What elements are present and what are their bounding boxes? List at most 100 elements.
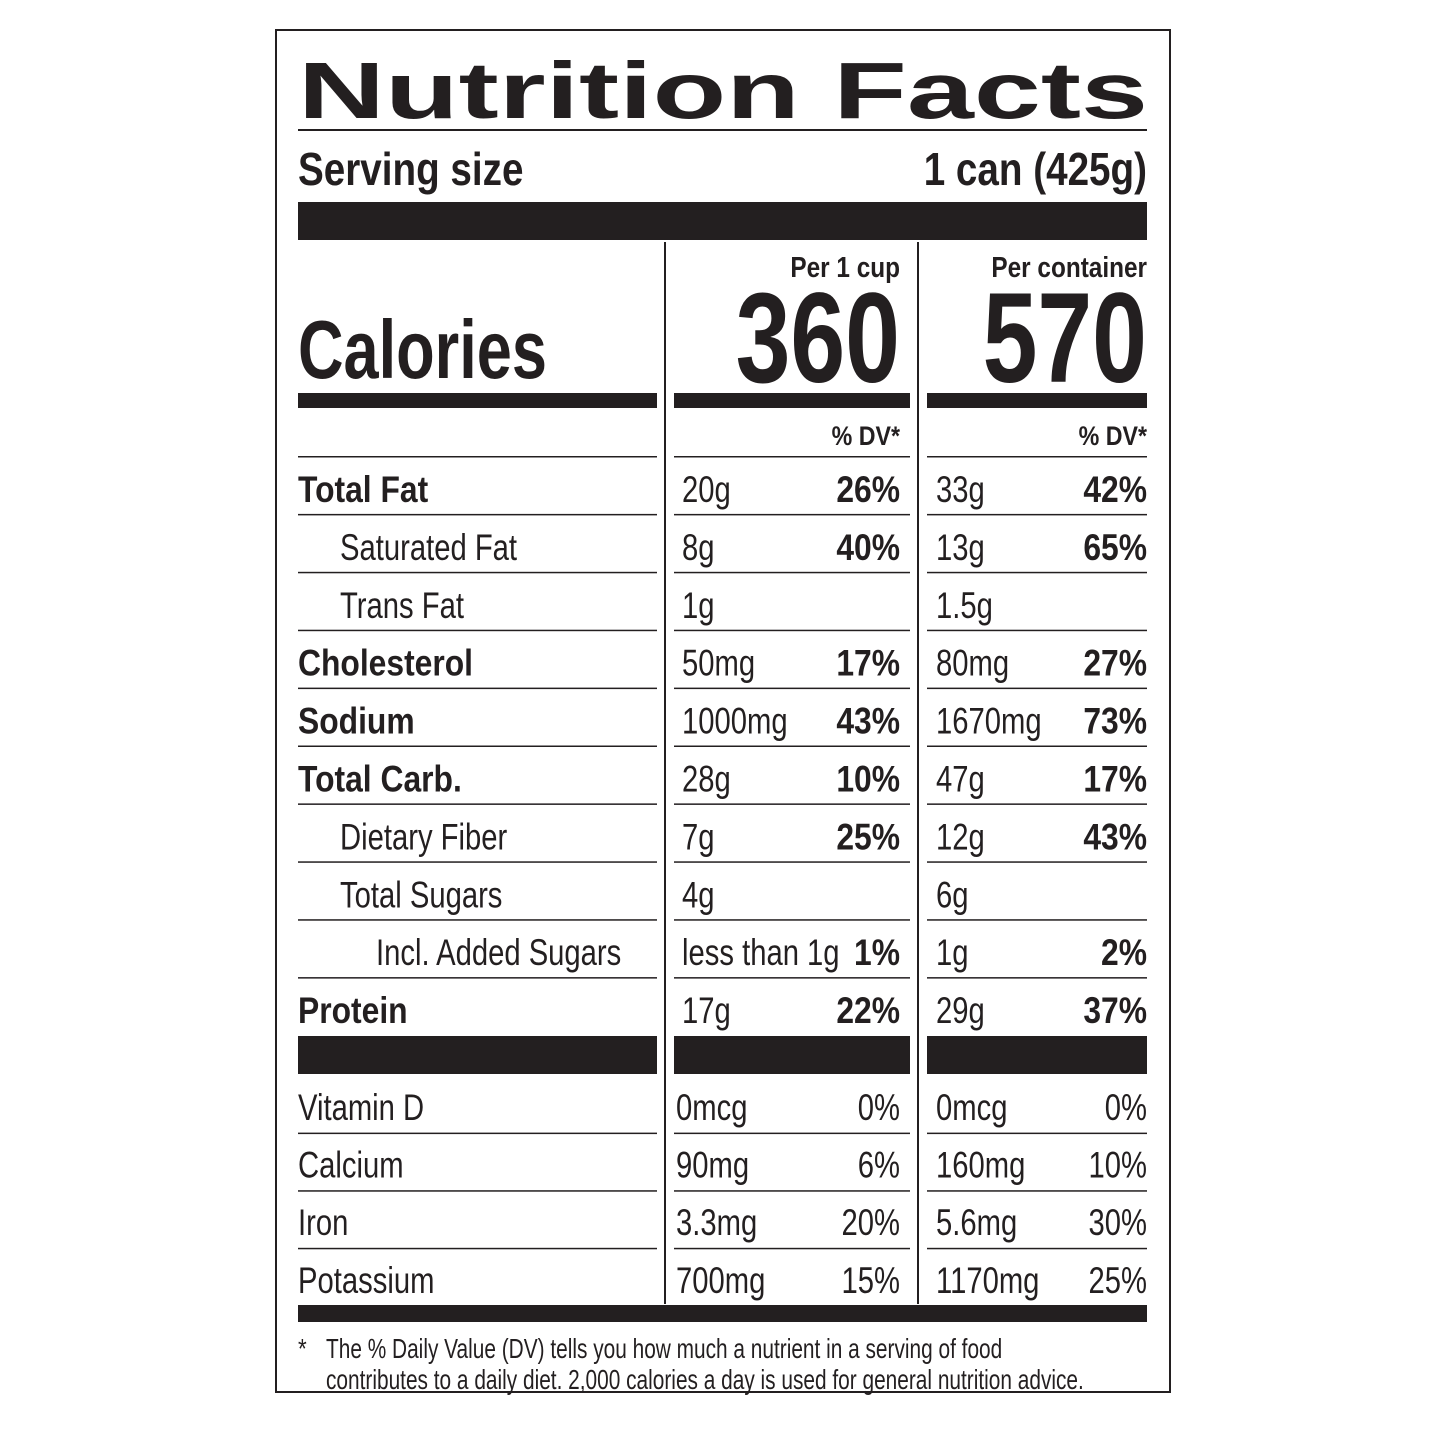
vitamin-dv: 0% — [1105, 1088, 1147, 1129]
rule — [298, 513, 657, 516]
nutrient-amount: 17g — [682, 991, 731, 1032]
serving-label: Serving size — [298, 144, 523, 195]
rule — [927, 571, 1147, 574]
label-border — [275, 29, 1171, 1393]
rule — [927, 1132, 1147, 1135]
nutrient-amount: 1670mg — [936, 701, 1042, 742]
thick-bar — [298, 393, 657, 408]
vitamin-amount: 160mg — [936, 1145, 1025, 1186]
rule — [674, 1190, 910, 1192]
nutrient-dv: 2% — [1101, 933, 1147, 974]
rule — [674, 1247, 910, 1250]
vitamin-name: Calcium — [298, 1145, 404, 1186]
nutrient-name: Protein — [298, 991, 408, 1032]
thick-bar — [298, 1036, 657, 1074]
rule — [674, 977, 910, 979]
nutrient-amount: 29g — [936, 991, 985, 1032]
rule — [674, 571, 910, 574]
thick-bar — [298, 1305, 1147, 1322]
rule — [298, 1190, 657, 1192]
column-divider — [917, 242, 919, 1304]
nutrient-dv: 10% — [836, 759, 900, 800]
nutrient-name: Total Carb. — [298, 759, 462, 800]
rule — [298, 629, 657, 632]
rule — [674, 513, 910, 516]
nutrient-dv: 37% — [1083, 991, 1147, 1032]
nutrient-dv: 40% — [836, 528, 900, 569]
vitamin-amount: 90mg — [676, 1145, 749, 1186]
vitamin-amount: 5.6mg — [936, 1203, 1017, 1244]
vitamin-dv: 10% — [1089, 1145, 1147, 1186]
vitamin-dv: 20% — [842, 1203, 900, 1244]
rule — [674, 456, 910, 458]
rule — [927, 977, 1147, 979]
nutrient-name: Sodium — [298, 701, 415, 742]
rule — [674, 1132, 910, 1135]
nutrient-dv: 43% — [836, 701, 900, 742]
nutrient-dv: 1% — [854, 933, 900, 974]
nutrient-dv: 17% — [1083, 759, 1147, 800]
nutrient-dv: 27% — [1083, 644, 1147, 685]
nutrient-dv: 42% — [1083, 470, 1147, 511]
nutrient-amount: 33g — [936, 470, 985, 511]
rule — [927, 687, 1147, 690]
vitamin-amount: 1170mg — [936, 1261, 1039, 1302]
nutrient-amount: 50mg — [682, 644, 755, 685]
rule — [298, 456, 657, 458]
column-divider — [664, 242, 666, 1304]
nutrient-dv: 25% — [836, 817, 900, 858]
nutrient-amount: 1g — [936, 933, 969, 974]
nutrient-amount: 8g — [682, 528, 715, 569]
nutrient-amount: 12g — [936, 817, 985, 858]
nutrient-amount: 6g — [936, 875, 969, 916]
nutrient-amount: 20g — [682, 470, 731, 511]
footnote-line: contributes to a daily diet. 2,000 calor… — [326, 1365, 1084, 1396]
nutrient-amount: 7g — [682, 817, 715, 858]
column-header: Per container — [991, 251, 1147, 283]
nutrient-name: Trans Fat — [340, 586, 465, 627]
rule — [674, 745, 910, 747]
vitamin-amount: 0mcg — [676, 1088, 747, 1129]
thick-bar — [674, 1036, 910, 1074]
nutrient-amount: 1.5g — [936, 586, 993, 627]
rule — [674, 629, 910, 632]
rule — [927, 1190, 1147, 1192]
vitamin-amount: 700mg — [676, 1261, 765, 1302]
calories-label: Calories — [298, 303, 547, 396]
vitamin-name: Vitamin D — [298, 1088, 424, 1129]
vitamin-amount: 3.3mg — [676, 1203, 757, 1244]
nutrient-amount: 47g — [936, 759, 985, 800]
nutrient-dv: 73% — [1083, 701, 1147, 742]
nutrient-name: Total Sugars — [340, 875, 502, 916]
vitamin-dv: 30% — [1089, 1203, 1147, 1244]
column-header: Per 1 cup — [790, 251, 900, 283]
nutrient-amount: 1000mg — [682, 701, 788, 742]
footnote-line: The % Daily Value (DV) tells you how muc… — [326, 1334, 1002, 1365]
nutrient-name: Total Fat — [298, 470, 429, 511]
nutrient-dv: 22% — [836, 991, 900, 1032]
nutrient-amount: less than 1g — [682, 933, 840, 974]
nutrient-name: Cholesterol — [298, 644, 473, 685]
rule — [927, 629, 1147, 632]
rule — [298, 803, 657, 805]
rule — [927, 861, 1147, 863]
vitamin-amount: 0mcg — [936, 1088, 1007, 1129]
nutrient-dv: 43% — [1083, 817, 1147, 858]
nutrient-amount: 28g — [682, 759, 731, 800]
nutrient-dv: 17% — [836, 644, 900, 685]
vitamin-dv: 25% — [1089, 1261, 1147, 1302]
nutrient-amount: 1g — [682, 586, 715, 627]
calories-value: 360 — [736, 268, 900, 410]
nutrient-name: Saturated Fat — [340, 528, 518, 569]
rule — [298, 861, 657, 863]
vitamin-name: Iron — [298, 1203, 348, 1244]
rule — [298, 1132, 657, 1135]
nutrient-amount: 4g — [682, 875, 715, 916]
rule — [927, 745, 1147, 747]
thick-bar — [927, 1036, 1147, 1074]
vitamin-dv: 0% — [858, 1088, 900, 1129]
rule — [298, 977, 657, 979]
nutrient-name: Incl. Added Sugars — [376, 933, 621, 974]
